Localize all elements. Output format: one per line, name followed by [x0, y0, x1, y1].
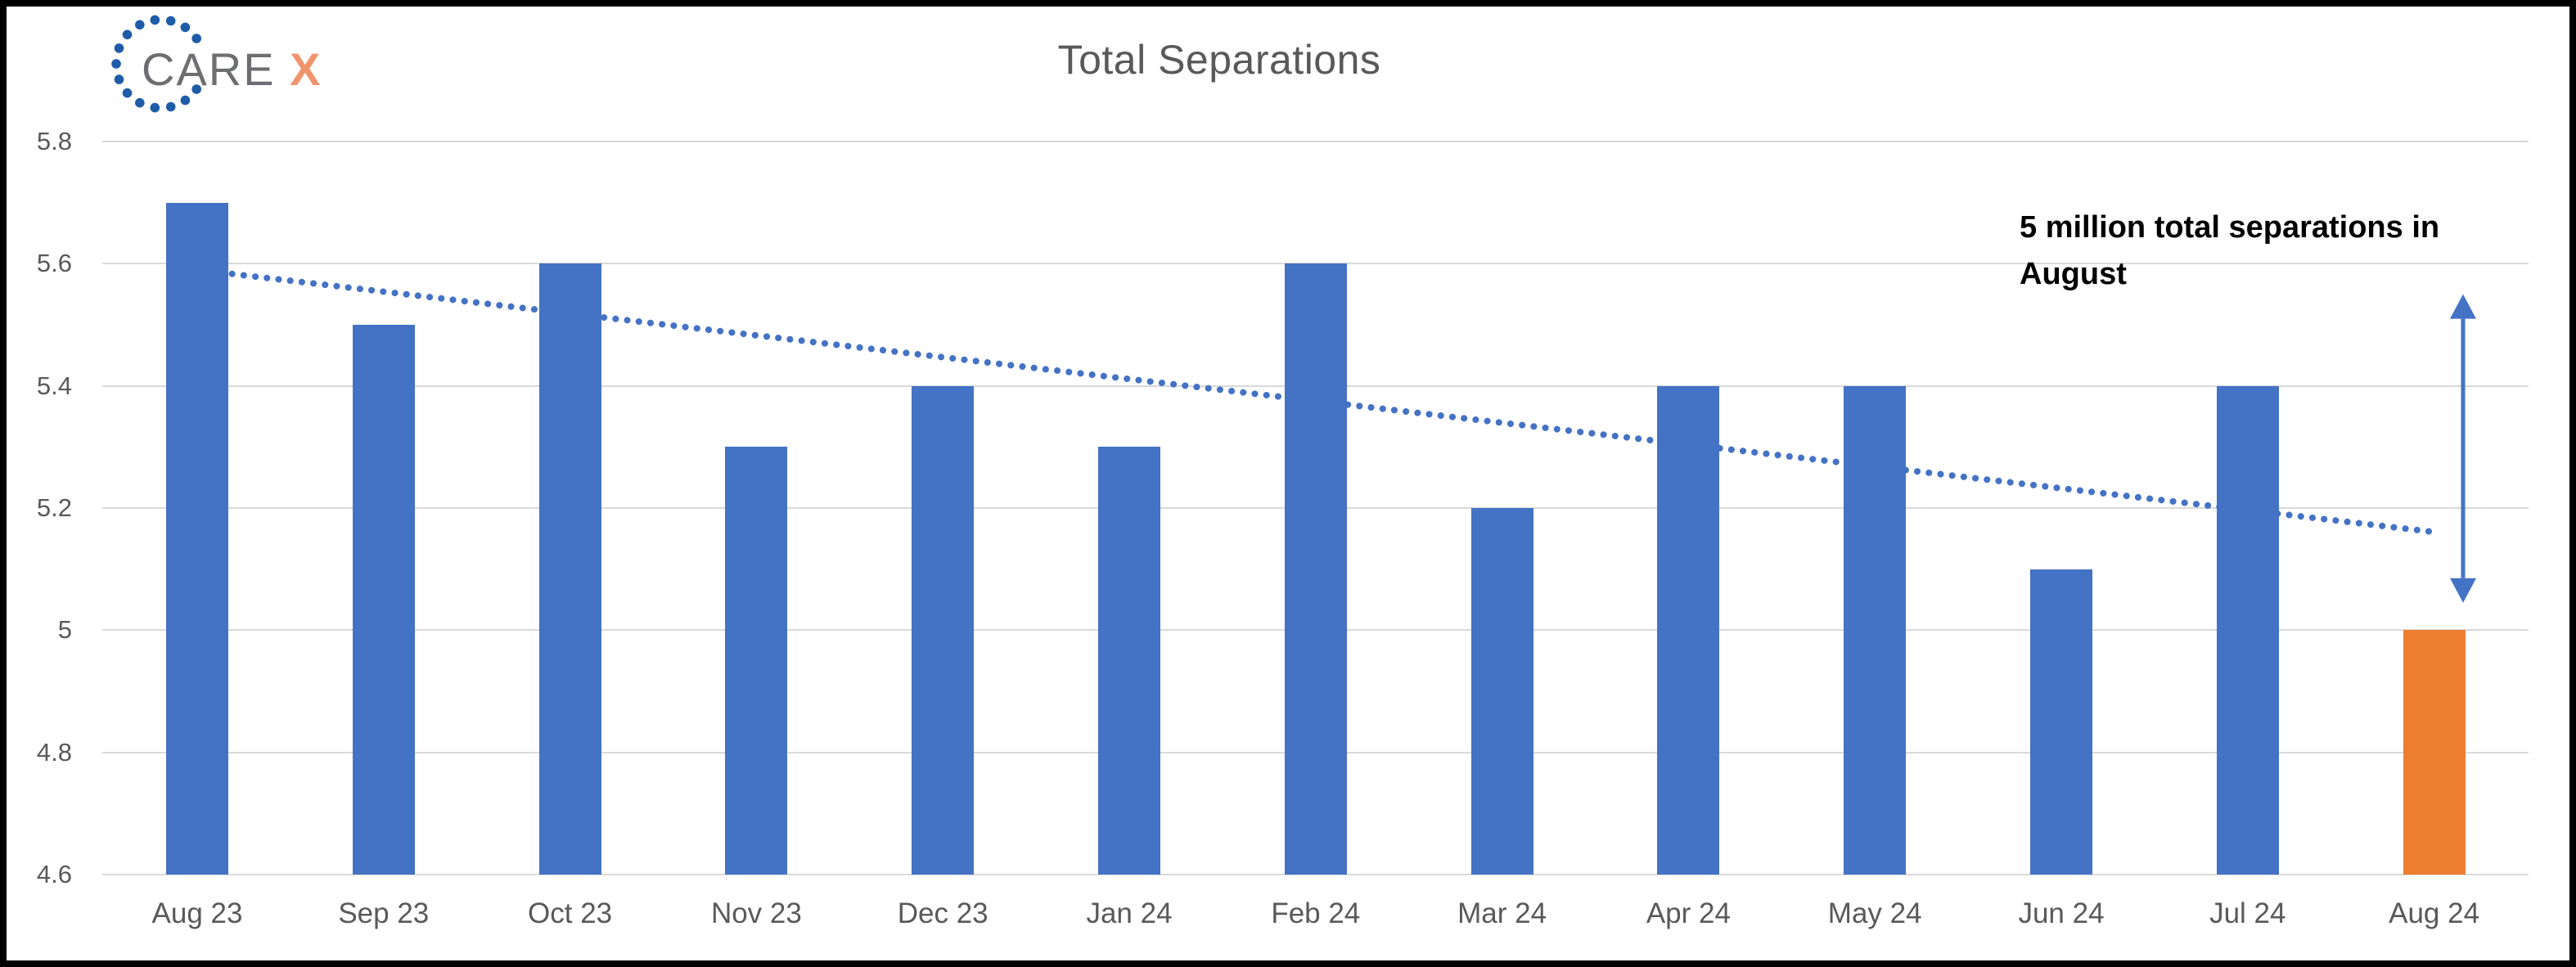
logo-dot — [111, 59, 121, 69]
chart-title: Total Separations — [1057, 37, 1381, 83]
logo-dot — [191, 84, 201, 94]
x-axis-label-aug-23: Aug 23 — [151, 897, 243, 929]
double-arrow-head-down — [2450, 578, 2476, 603]
logo-dot — [114, 74, 124, 84]
bar-feb-24 — [1284, 263, 1347, 875]
dotted-circle-icon — [111, 15, 201, 113]
logo-dot — [180, 95, 191, 106]
logo-text-x: X — [290, 43, 322, 95]
y-axis-tick-label: 5.4 — [36, 371, 72, 400]
x-axis-label-sep-23: Sep 23 — [338, 897, 430, 929]
x-axis-label-dec-23: Dec 23 — [897, 897, 989, 929]
bar-nov-23 — [725, 447, 788, 875]
y-axis-tick-label: 5.8 — [36, 127, 72, 155]
bar-sep-23 — [352, 325, 415, 875]
y-axis-tick-label: 4.6 — [36, 860, 72, 888]
y-axis-tick-label: 5 — [57, 615, 72, 645]
bar-may-24 — [1844, 385, 1907, 875]
logo-dot — [191, 34, 201, 43]
logo-dot — [114, 43, 124, 53]
logo-text-care: CARE — [142, 43, 276, 95]
x-axis-label-jan-24: Jan 24 — [1086, 897, 1173, 929]
logo-dot — [150, 15, 160, 25]
logo-dot — [122, 29, 133, 40]
double-arrow-head-up — [2450, 294, 2476, 319]
bar-jan-24 — [1098, 447, 1160, 875]
bar-dec-23 — [912, 385, 975, 875]
x-axis-label-apr-24: Apr 24 — [1646, 897, 1731, 929]
x-axis-label-mar-24: Mar 24 — [1457, 897, 1547, 929]
bar-jul-24 — [2216, 385, 2279, 875]
bar-aug-23 — [166, 202, 228, 875]
logo-dot — [180, 22, 191, 33]
carex-logo-graphic: CARE X — [111, 15, 322, 113]
logo-text: CARE X — [142, 43, 322, 95]
annotation-line-1: 5 million total separations in — [2020, 210, 2440, 245]
x-axis-label-nov-23: Nov 23 — [710, 897, 802, 929]
bar-jun-24 — [2030, 569, 2092, 875]
x-axis-label-aug-24: Aug 24 — [2389, 897, 2480, 929]
x-axis-label-oct-23: Oct 23 — [528, 897, 613, 929]
carex-logo: CARE X — [95, 5, 390, 132]
logo-dot — [122, 88, 133, 98]
x-axis-label-jul-24: Jul 24 — [2209, 897, 2286, 929]
bar-aug-24 — [2403, 630, 2466, 875]
logo-dot — [150, 102, 160, 113]
gridline-5.8 — [102, 141, 2529, 142]
y-axis-tick-label: 4.8 — [36, 737, 72, 767]
logo-dot — [165, 101, 176, 112]
bar-oct-23 — [538, 263, 601, 875]
annotation-text: 5 million total separations in August — [2020, 205, 2511, 298]
logo-dot — [135, 97, 145, 108]
logo-dot — [165, 16, 176, 26]
x-axis-label-feb-24: Feb 24 — [1271, 897, 1361, 929]
gridline-4.6 — [102, 874, 2529, 875]
bar-mar-24 — [1470, 508, 1533, 875]
x-axis-label-jun-24: Jun 24 — [2018, 897, 2105, 929]
x-axis-label-may-24: May 24 — [1827, 897, 1922, 929]
annotation-line-2: August — [2020, 257, 2127, 291]
bar-apr-24 — [1657, 385, 1720, 875]
logo-dot — [135, 20, 145, 30]
y-axis-tick-label: 5.6 — [36, 249, 72, 278]
y-axis-tick-label: 5.2 — [36, 493, 72, 522]
